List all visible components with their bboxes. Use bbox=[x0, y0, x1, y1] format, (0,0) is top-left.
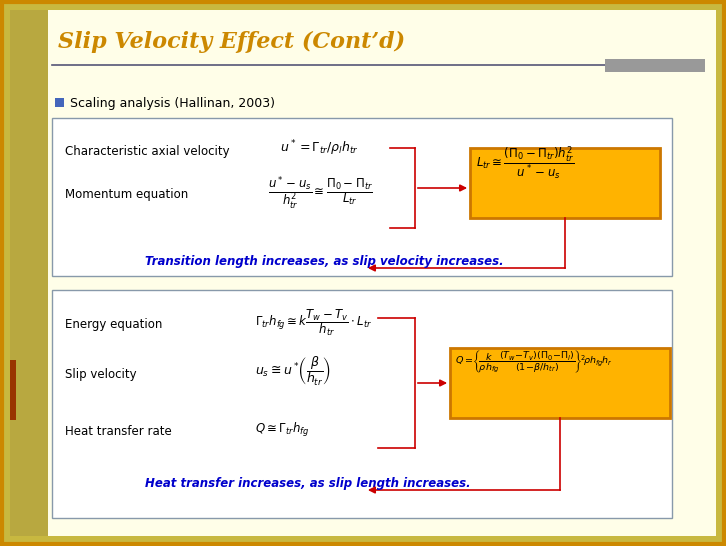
Bar bbox=[10, 10, 48, 536]
Bar bbox=[470, 148, 660, 218]
Bar bbox=[52, 290, 672, 518]
Text: $\dfrac{u^* - u_s}{h_{tr}^2} \cong \dfrac{\Pi_0 - \Pi_{tr}}{L_{tr}}$: $\dfrac{u^* - u_s}{h_{tr}^2} \cong \dfra… bbox=[268, 175, 373, 212]
Text: $u_s \cong u^*\!\left(\dfrac{\beta}{h_{tr}}\right)$: $u_s \cong u^*\!\left(\dfrac{\beta}{h_{t… bbox=[255, 355, 331, 388]
Bar bbox=[10, 360, 16, 420]
Text: $Q \cong \Gamma_{tr} h_{fg}$: $Q \cong \Gamma_{tr} h_{fg}$ bbox=[255, 421, 309, 439]
Text: Momentum equation: Momentum equation bbox=[65, 188, 188, 201]
Bar bbox=[605, 59, 705, 72]
Text: $Q=\!\left\{\!\dfrac{k}{\rho h_{fg}}\dfrac{(T_w\!-\!T_v)(\Pi_0\!-\!\Pi_l)}{(1\!-: $Q=\!\left\{\!\dfrac{k}{\rho h_{fg}}\dfr… bbox=[455, 348, 613, 375]
Text: Slip velocity: Slip velocity bbox=[65, 368, 136, 381]
Text: Energy equation: Energy equation bbox=[65, 318, 163, 331]
Text: $\Gamma_{tr}h_{fg} \cong k\dfrac{T_w - T_v}{h_{tr}} \cdot L_{tr}$: $\Gamma_{tr}h_{fg} \cong k\dfrac{T_w - T… bbox=[255, 307, 372, 339]
Text: Transition length increases, as slip velocity increases.: Transition length increases, as slip vel… bbox=[145, 255, 504, 268]
Text: Scaling analysis (Hallinan, 2003): Scaling analysis (Hallinan, 2003) bbox=[70, 97, 275, 110]
Text: Heat transfer rate: Heat transfer rate bbox=[65, 425, 172, 438]
Text: $L_{tr} \cong \dfrac{(\Pi_0 - \Pi_{tr})h_{tr}^2}{u^* - u_s}$: $L_{tr} \cong \dfrac{(\Pi_0 - \Pi_{tr})h… bbox=[476, 145, 574, 182]
Text: Slip Velocity Effect (Cont’d): Slip Velocity Effect (Cont’d) bbox=[58, 31, 405, 53]
Bar bbox=[52, 118, 672, 276]
Text: Heat transfer increases, as slip length increases.: Heat transfer increases, as slip length … bbox=[145, 477, 470, 490]
Text: $u^* = \Gamma_{tr}/\rho_l h_{tr}$: $u^* = \Gamma_{tr}/\rho_l h_{tr}$ bbox=[280, 138, 359, 158]
Bar bbox=[450, 348, 670, 418]
Text: Characteristic axial velocity: Characteristic axial velocity bbox=[65, 145, 229, 158]
Bar bbox=[55, 98, 64, 107]
